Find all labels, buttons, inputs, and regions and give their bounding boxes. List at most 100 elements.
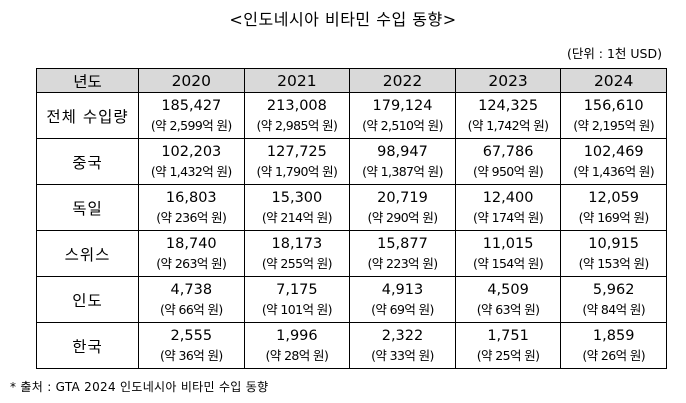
- table-cell: 4,509 (약 63억 원): [454, 276, 562, 323]
- import-value-krw: (약 153억 원): [578, 255, 650, 271]
- table-cell: 102,469 (약 1,436억 원): [560, 138, 667, 185]
- column-header-year: 2021: [243, 68, 351, 93]
- table-cell: 4,913 (약 69억 원): [349, 276, 456, 323]
- import-value-krw: (약 236억 원): [156, 209, 227, 225]
- table-cell: 15,300 (약 214억 원): [243, 184, 351, 231]
- import-value-krw: (약 214억 원): [261, 209, 333, 225]
- table-row-korea: 한국 2,555 (약 36억 원) 1,996 (약 28억 원) 2,322 (약…: [36, 322, 667, 369]
- table-cell: 67,786 (약 950억 원): [454, 138, 562, 185]
- table-cell: 15,877 (약 223억 원): [349, 230, 456, 277]
- column-header-year: 2020: [138, 68, 245, 93]
- import-value-krw: (약 1,790억 원): [256, 163, 338, 179]
- import-value-usd: 124,325: [478, 97, 539, 114]
- import-value-usd: 12,059: [588, 189, 640, 206]
- table-cell: 124,325 (약 1,742억 원): [454, 92, 562, 139]
- import-value-usd: 20,719: [377, 189, 428, 206]
- import-value-krw: (약 33억 원): [371, 347, 434, 363]
- unit-note: (단위 : 1천 USD): [566, 46, 662, 61]
- table-header-row: 년도 2020 2021 2022 2023 2024: [36, 68, 667, 93]
- table-cell: 20,719 (약 290억 원): [349, 184, 456, 231]
- table-cell: 7,175 (약 101억 원): [243, 276, 351, 323]
- table-cell: 16,803 (약 236억 원): [138, 184, 245, 231]
- table-cell: 1,751 (약 25억 원): [454, 322, 562, 369]
- table-cell: 156,610 (약 2,195억 원): [560, 92, 667, 139]
- table-cell: 1,859 (약 26억 원): [560, 322, 667, 369]
- import-value-krw: (약 2,599억 원): [150, 117, 232, 133]
- import-value-usd: 1,859: [592, 327, 635, 344]
- import-value-usd: 5,962: [592, 281, 635, 298]
- table-cell: 179,124 (약 2,510억 원): [349, 92, 456, 139]
- import-value-krw: (약 84억 원): [582, 301, 646, 317]
- import-value-usd: 4,738: [170, 281, 213, 298]
- import-value-krw: (약 36억 원): [159, 347, 223, 363]
- table-cell: 213,008 (약 2,985억 원): [243, 92, 351, 139]
- import-value-usd: 179,124: [372, 97, 433, 114]
- import-value-krw: (약 66억 원): [159, 301, 223, 317]
- table-cell: 2,555 (약 36억 원): [138, 322, 245, 369]
- import-value-krw: (약 1,742억 원): [467, 117, 549, 133]
- import-value-usd: 4,509: [487, 281, 529, 298]
- import-value-usd: 15,877: [377, 235, 428, 252]
- column-header-year: 2022: [349, 68, 456, 93]
- table-cell: 102,203 (약 1,432억 원): [138, 138, 245, 185]
- row-label: 독일: [36, 184, 139, 231]
- import-value-usd: 1,751: [487, 327, 529, 344]
- import-value-krw: (약 154억 원): [473, 255, 544, 271]
- row-label: 인도: [36, 276, 139, 323]
- table-row-india: 인도 4,738 (약 66억 원) 7,175 (약 101억 원) 4,913 (…: [36, 276, 667, 323]
- import-value-krw: (약 63억 원): [476, 301, 540, 317]
- import-value-usd: 185,427: [161, 97, 222, 114]
- row-label: 중국: [36, 138, 139, 185]
- table-cell: 18,740 (약 263억 원): [138, 230, 245, 277]
- import-value-krw: (약 950억 원): [473, 163, 544, 179]
- import-value-krw: (약 2,985억 원): [256, 117, 338, 133]
- table-cell: 2,322 (약 33억 원): [349, 322, 456, 369]
- import-value-krw: (약 223억 원): [367, 255, 438, 271]
- import-value-usd: 102,469: [583, 143, 644, 160]
- import-value-krw: (약 101억 원): [261, 301, 333, 317]
- import-value-usd: 11,015: [482, 235, 534, 252]
- column-header-year: 2024: [560, 68, 667, 93]
- source-note: * 출처 : GTA 2024 인도네시아 비타민 수입 동향: [10, 380, 269, 394]
- table-row-germany: 독일 16,803 (약 236억 원) 15,300 (약 214억 원) 20,…: [36, 184, 667, 231]
- import-value-usd: 102,203: [161, 143, 222, 160]
- import-value-usd: 67,786: [482, 143, 534, 160]
- import-value-usd: 156,610: [583, 97, 644, 114]
- table-cell: 1,996 (약 28억 원): [243, 322, 351, 369]
- import-value-krw: (약 263억 원): [156, 255, 227, 271]
- import-value-krw: (약 1,432억 원): [150, 163, 232, 179]
- table-cell: 18,173 (약 255억 원): [243, 230, 351, 277]
- import-value-usd: 127,725: [266, 143, 327, 160]
- import-value-krw: (약 169억 원): [578, 209, 650, 225]
- table-cell: 12,400 (약 174억 원): [454, 184, 562, 231]
- import-value-krw: (약 69억 원): [371, 301, 434, 317]
- import-value-krw: (약 290억 원): [367, 209, 438, 225]
- import-value-krw: (약 174억 원): [473, 209, 544, 225]
- row-label: 스위스: [36, 230, 139, 277]
- document-title: <인도네시아 비타민 수입 동향>: [229, 10, 457, 29]
- table-cell: 4,738 (약 66억 원): [138, 276, 245, 323]
- import-value-krw: (약 26억 원): [582, 347, 646, 363]
- import-value-usd: 98,947: [377, 143, 428, 160]
- table-cell: 11,015 (약 154억 원): [454, 230, 562, 277]
- import-value-usd: 16,803: [165, 189, 217, 206]
- import-value-krw: (약 1,436억 원): [573, 163, 655, 179]
- import-value-usd: 4,913: [381, 281, 424, 298]
- import-value-krw: (약 28억 원): [265, 347, 329, 363]
- import-value-usd: 1,996: [276, 327, 318, 344]
- import-value-usd: 18,740: [165, 235, 217, 252]
- import-value-usd: 10,915: [588, 235, 640, 252]
- table-cell: 10,915 (약 153억 원): [560, 230, 667, 277]
- table-row-china: 중국 102,203 (약 1,432억 원) 127,725 (약 1,790억 …: [36, 138, 667, 185]
- import-value-krw: (약 2,510억 원): [362, 117, 443, 133]
- table-cell: 5,962 (약 84억 원): [560, 276, 667, 323]
- row-label: 한국: [36, 322, 139, 369]
- row-label: 전체 수입량: [36, 92, 139, 139]
- import-value-usd: 7,175: [276, 281, 318, 298]
- table-cell: 185,427 (약 2,599억 원): [138, 92, 245, 139]
- import-value-krw: (약 255억 원): [261, 255, 333, 271]
- import-value-usd: 15,300: [271, 189, 323, 206]
- import-value-krw: (약 2,195억 원): [573, 117, 655, 133]
- import-value-krw: (약 1,387억 원): [362, 163, 443, 179]
- corner-header-year: 년도: [36, 68, 139, 93]
